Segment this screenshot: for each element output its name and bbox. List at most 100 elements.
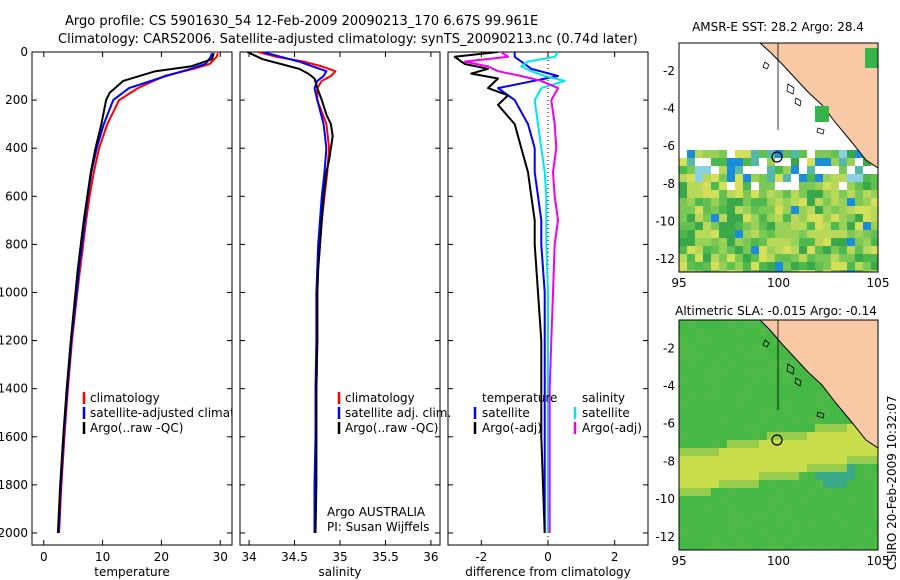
sst-cell: [839, 214, 847, 222]
sst-cell: [823, 222, 831, 230]
sla-cell: [791, 464, 799, 472]
sst-cell: [679, 214, 687, 222]
sla-cell: [775, 504, 783, 512]
sst-cell: [743, 238, 751, 246]
sst-cell: [799, 254, 807, 262]
depth-tick-label: 1000: [0, 285, 28, 299]
sst-cell: [839, 254, 847, 262]
sla-cell: [831, 400, 839, 408]
sst-cell: [815, 158, 823, 166]
sst-cell: [727, 198, 735, 206]
sst-cell: [759, 190, 767, 198]
sst-cell: [767, 238, 775, 246]
sla-cell: [759, 360, 767, 368]
sst-cell: [871, 230, 878, 238]
sla-cell: [831, 416, 839, 424]
depth-tick-label: 2000: [0, 526, 28, 540]
sla-cell: [807, 480, 815, 488]
sla-cell: [839, 496, 847, 504]
sla-cell: [855, 536, 863, 544]
legend-title-salinity: salinity: [582, 391, 625, 405]
sst-cell: [727, 158, 735, 166]
sst-cell: [695, 198, 703, 206]
sla-cell: [823, 408, 831, 416]
sla-cell: [775, 464, 783, 472]
sst-cell: [807, 246, 815, 254]
sst-cell: [871, 214, 878, 222]
sla-cell: [687, 344, 695, 352]
sst-cell: [719, 182, 727, 190]
sst-cell: [823, 246, 831, 254]
sst-cell: [839, 174, 847, 182]
sst-cell: [719, 174, 727, 182]
sla-cell: [711, 488, 719, 496]
sla-cell: [807, 456, 815, 464]
sst-cell: [783, 246, 791, 254]
sst-cell: [847, 270, 855, 272]
sst-cell: [767, 158, 775, 166]
sla-cell: [711, 528, 719, 536]
difference-series-1-line: [453, 52, 546, 534]
sst-cell: [799, 238, 807, 246]
sla-cell: [775, 424, 783, 432]
sst-cell: [847, 158, 855, 166]
sst-map-lon-label: 105: [867, 276, 890, 290]
sst-cell: [759, 238, 767, 246]
sla-cell: [759, 440, 767, 448]
sla-cell: [703, 384, 711, 392]
sla-cell: [703, 512, 711, 520]
sla-cell: [703, 328, 711, 336]
sla-cell: [847, 480, 855, 488]
sla-cell: [743, 496, 751, 504]
sst-cell: [871, 206, 878, 214]
sla-cell: [711, 320, 719, 328]
sla-map-lat-label: -8: [663, 454, 675, 468]
sst-cell: [791, 150, 799, 158]
sla-cell: [791, 392, 799, 400]
sla-cell: [727, 376, 735, 384]
sst-cell: [783, 190, 791, 198]
sla-cell: [767, 400, 775, 408]
sla-cell: [815, 384, 823, 392]
sla-cell: [743, 432, 751, 440]
sst-cell: [751, 150, 759, 158]
sla-cell: [775, 528, 783, 536]
sst-cell: [871, 246, 878, 254]
sla-cell: [703, 352, 711, 360]
sst-cell: [687, 190, 695, 198]
sla-cell: [847, 440, 855, 448]
sla-cell: [863, 512, 871, 520]
sst-cell: [727, 238, 735, 246]
sst-cell: [727, 262, 735, 270]
sla-cell: [831, 424, 839, 432]
sla-cell: [767, 536, 775, 544]
sla-cell: [727, 464, 735, 472]
temperature-xtick-label: 30: [213, 550, 228, 564]
sla-cell: [759, 528, 767, 536]
sla-cell: [767, 336, 775, 344]
sla-cell: [759, 488, 767, 496]
sla-cell: [783, 480, 791, 488]
sla-cell: [839, 488, 847, 496]
sla-cell: [679, 360, 687, 368]
sla-cell: [679, 544, 687, 550]
sst-cell: [751, 222, 759, 230]
sst-cell: [839, 166, 847, 174]
sla-cell: [727, 392, 735, 400]
sla-cell: [783, 528, 791, 536]
sla-cell: [815, 432, 823, 440]
sla-cell: [759, 336, 767, 344]
sla-cell: [727, 416, 735, 424]
sla-cell: [735, 464, 743, 472]
sla-cell: [767, 368, 775, 376]
sla-cell: [679, 376, 687, 384]
depth-tick-label: 1200: [0, 334, 28, 348]
sla-cell: [823, 392, 831, 400]
argo-float-marker: [771, 151, 783, 163]
sla-cell: [791, 360, 799, 368]
sla-cell: [783, 360, 791, 368]
sla-cell: [703, 496, 711, 504]
sla-cell: [719, 328, 727, 336]
sla-cell: [831, 480, 839, 488]
sst-cell: [727, 230, 735, 238]
